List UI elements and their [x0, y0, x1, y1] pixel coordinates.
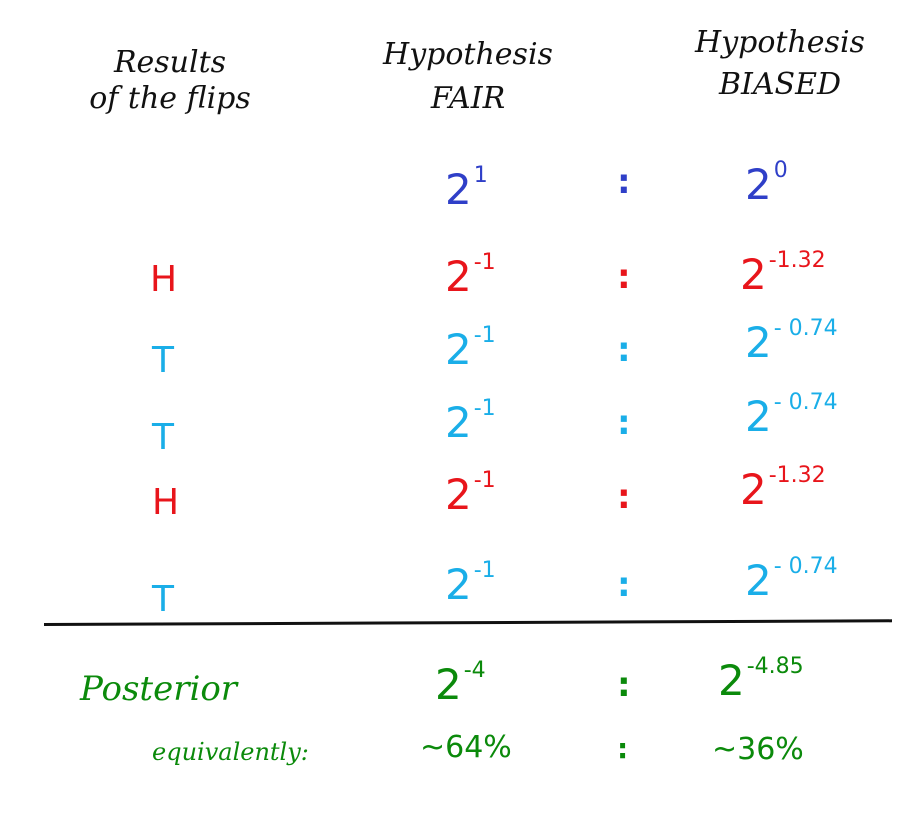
flip-biased-base-2: 2	[745, 318, 772, 367]
header-fair-line1: Hypothesis	[383, 37, 553, 72]
posterior-label: Posterior	[80, 669, 238, 709]
equivalently-separator: :	[617, 732, 629, 765]
flip-result-2: T	[152, 340, 174, 381]
prior-fair-exp: 1	[473, 163, 488, 188]
flip-biased-4: 2-1.32	[740, 465, 826, 511]
flip-fair-exp-3: -1	[473, 396, 496, 421]
prior-biased-base: 2	[745, 160, 772, 209]
posterior-fair-exp: -4	[463, 658, 486, 683]
flip-fair-4: 2-1	[445, 470, 496, 516]
header-fair-line2: FAIR	[430, 81, 506, 116]
flip-result-5: T	[152, 579, 174, 620]
flip-biased-base-3: 2	[745, 392, 772, 441]
prior-fair-base: 2	[445, 165, 472, 214]
flip-biased-exp-5: - 0.74	[773, 554, 838, 579]
flip-fair-base-4: 2	[445, 470, 472, 519]
flip-fair-exp-5: -1	[473, 558, 496, 583]
prior-fair: 21	[445, 165, 488, 211]
flip-fair-2: 2-1	[445, 325, 496, 371]
equivalently-biased: ~36%	[712, 732, 804, 767]
equivalently-fair: ~64%	[420, 730, 512, 765]
flip-separator-3: :	[617, 403, 631, 443]
flip-fair-base-3: 2	[445, 398, 472, 447]
posterior-separator: :	[617, 665, 631, 705]
flip-biased-base-5: 2	[745, 556, 772, 605]
flip-fair-exp-1: -1	[473, 250, 496, 275]
flip-result-3: T	[152, 417, 174, 458]
posterior-biased-base: 2	[718, 656, 745, 705]
flip-separator-2: :	[617, 330, 631, 370]
header-biased-line2: BIASED	[718, 67, 842, 102]
flip-separator-5: :	[617, 565, 631, 605]
flip-fair-5: 2-1	[445, 560, 496, 606]
flip-biased-exp-4: -1.32	[768, 463, 826, 488]
flip-biased-exp-1: -1.32	[768, 248, 826, 273]
header-results-line2: of the flips	[89, 81, 251, 116]
flip-biased-3: 2- 0.74	[745, 392, 838, 438]
flip-biased-5: 2- 0.74	[745, 556, 838, 602]
flip-fair-exp-2: -1	[473, 323, 496, 348]
flip-result-1: H	[150, 259, 178, 300]
header-fair: Hypothesis FAIR	[368, 40, 568, 114]
prior-biased-exp: 0	[773, 158, 788, 183]
flip-biased-base-4: 2	[740, 465, 767, 514]
prior-separator: :	[617, 162, 631, 202]
header-results: Results of the flips	[60, 48, 280, 114]
posterior-biased: 2-4.85	[718, 656, 804, 702]
prior-biased: 20	[745, 160, 788, 206]
flip-biased-exp-3: - 0.74	[773, 390, 838, 415]
flip-fair-3: 2-1	[445, 398, 496, 444]
flip-biased-exp-2: - 0.74	[773, 316, 838, 341]
flip-separator-4: :	[617, 477, 631, 517]
flip-fair-1: 2-1	[445, 252, 496, 298]
posterior-biased-exp: -4.85	[746, 654, 804, 679]
flip-fair-base-1: 2	[445, 252, 472, 301]
flip-fair-base-5: 2	[445, 560, 472, 609]
header-biased-line1: Hypothesis	[695, 25, 865, 60]
flip-biased-base-1: 2	[740, 250, 767, 299]
header-biased: Hypothesis BIASED	[680, 28, 880, 100]
header-results-line1: Results	[113, 45, 227, 80]
flip-fair-base-2: 2	[445, 325, 472, 374]
flip-biased-1: 2-1.32	[740, 250, 826, 296]
flip-fair-exp-4: -1	[473, 468, 496, 493]
sum-rule	[43, 619, 892, 626]
flip-biased-2: 2- 0.74	[745, 318, 838, 364]
flip-separator-1: :	[617, 257, 631, 297]
flip-result-4: H	[152, 482, 180, 523]
posterior-fair-base: 2	[435, 660, 462, 709]
posterior-fair: 2-4	[435, 660, 486, 706]
equivalently-label: equivalently:	[152, 738, 309, 766]
